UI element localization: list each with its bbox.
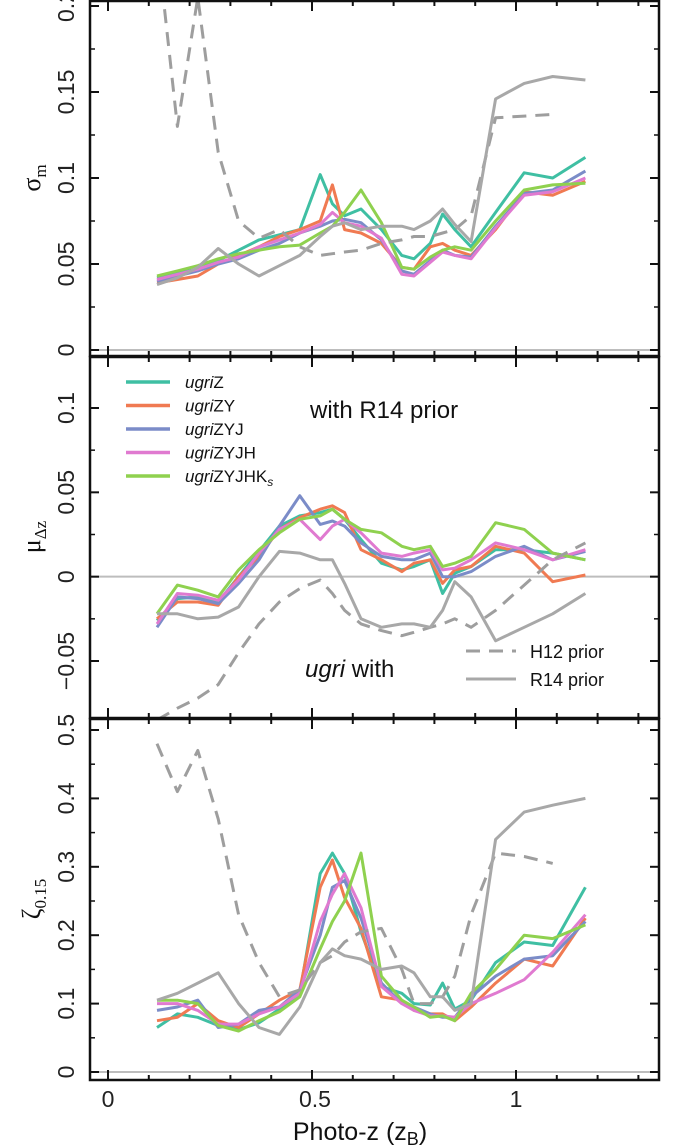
series-line-ugrizyjh-1: [155, 517, 586, 625]
legend-label-0: ugriZ: [185, 373, 224, 392]
y-tick-label-0-0: 0: [53, 344, 79, 357]
panel-frame-2: [88, 717, 661, 1082]
legend-label-4: ugriZYJHKs: [185, 467, 273, 489]
y-tick-label-0-3: 0.15: [53, 70, 79, 115]
x-tick-label-1: 1: [510, 1086, 523, 1112]
y-tick-label-2-2: 0.2: [53, 919, 79, 951]
x-axis-labels: 0 0.5 1: [102, 1086, 523, 1112]
series-line-h12-prior-2: [155, 743, 554, 1006]
panel-2: 0 0.1 0.2 0.3 0.4 0.5 ζ0.15: [17, 714, 661, 1082]
annotation-ugri-with: ugri with: [305, 656, 394, 683]
legend-label-r14: R14 prior: [530, 670, 604, 690]
y-tick-label-2-1: 0.1: [53, 988, 79, 1020]
y-axis-title-0: σm: [17, 164, 50, 191]
series-line-ugrizyjhks-2: [157, 851, 586, 1033]
series-line-ugriz-0: [156, 156, 587, 280]
series-line-r14-prior-2: [156, 796, 586, 1036]
series-line-h12-prior-1: [157, 541, 587, 718]
series-line-ugrizyjh-2: [157, 872, 587, 1026]
prior-legend: H12 prior R14 prior: [466, 642, 604, 690]
y-tick-label-2-3: 0.3: [53, 851, 79, 883]
legend-label-1: ugriZY: [185, 397, 235, 416]
y-tick-label-2-0: 0: [53, 1066, 79, 1079]
x-tick-label-0-5: 0.5: [299, 1086, 331, 1112]
legend-label-3: ugriZYJH: [185, 444, 256, 463]
series-line-r14-prior-1: [157, 549, 587, 643]
legend-label-2: ugriZYJ: [185, 420, 244, 439]
y-tick-label-0-1: 0.05: [53, 242, 79, 287]
y-axis-title-1: μΔz: [17, 520, 50, 553]
y-tick-label-0-2: 0.1: [53, 162, 79, 194]
series-line-h12-prior-0: [162, 0, 553, 257]
x-tick-label-0: 0: [102, 1086, 115, 1112]
series-line-ugrizyjhks-1: [155, 507, 586, 615]
panel-0: 0 0.05 0.1 0.15 0.2 σm: [17, 0, 661, 358]
y-tick-label-1-2: 0.05: [53, 470, 79, 515]
x-axis-title: Photo-z (zB): [293, 1118, 427, 1148]
annotation-with-r14-prior: with R14 prior: [309, 397, 458, 424]
series-line-ugrizyj-1: [155, 494, 586, 629]
series-group-1: [155, 494, 587, 718]
panels-group: 0 0.05 0.1 0.15 0.2 σm −0.05 0 0.05 0.1 μΔz 0 0.1 0.2…: [17, 0, 661, 1082]
series-group-2: [155, 743, 587, 1036]
legend-label-h12: H12 prior: [530, 642, 604, 662]
y-tick-label-2-5: 0.5: [53, 714, 79, 746]
y-tick-label-2-4: 0.4: [53, 782, 79, 814]
y-axis-title-2: ζ0.15: [17, 879, 50, 920]
y-tick-label-1-0: −0.05: [53, 632, 79, 690]
legend: ugriZ ugriZY ugriZYJ ugriZYJH ugriZYJHKs: [126, 373, 273, 489]
y-tick-label-1-1: 0: [53, 570, 79, 583]
series-group-0: [156, 0, 587, 287]
series-line-ugrizyj-2: [156, 879, 587, 1029]
series-line-r14-prior-0: [156, 75, 586, 287]
series-line-ugrizyj-0: [156, 169, 587, 283]
y-tick-label-1-3: 0.1: [53, 392, 79, 424]
series-line-ugriz-1: [155, 507, 586, 622]
series-line-ugrizyjhks-0: [156, 181, 586, 278]
y-tick-label-0-4: 0.2: [53, 0, 79, 22]
